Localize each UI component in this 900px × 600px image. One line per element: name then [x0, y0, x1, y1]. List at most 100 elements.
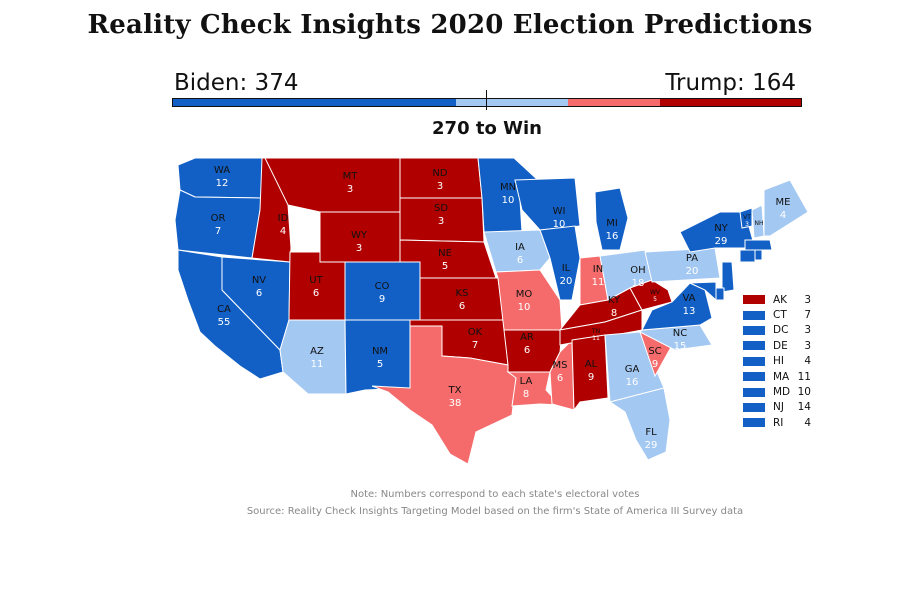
state-ut	[288, 251, 346, 321]
state-ev-nc: 15	[674, 341, 687, 352]
state-ev-wi: 10	[553, 219, 566, 230]
state-label-mt: MT	[343, 171, 359, 182]
state-ma	[744, 239, 773, 251]
state-ev-ks: 6	[459, 301, 465, 312]
legend-state-abbr: MD	[773, 386, 791, 399]
state-label-mi: MI	[606, 218, 618, 229]
state-ev-mn: 10	[502, 195, 515, 206]
state-vt	[739, 207, 753, 229]
state-ev-tx: 38	[449, 398, 462, 409]
note-text: Note: Numbers correspond to each state's…	[350, 489, 640, 500]
state-label-ca: CA	[217, 304, 231, 315]
legend-state-abbr: CT	[773, 309, 787, 322]
biden-total: Biden: 374	[174, 70, 299, 96]
state-ia	[483, 229, 551, 273]
state-va	[641, 282, 713, 331]
state-ev-al: 9	[588, 372, 594, 383]
legend-swatch	[743, 341, 765, 351]
state-label-mo: MO	[516, 289, 533, 300]
state-ev-nv: 6	[256, 288, 262, 299]
legend-row-dc: DC 3	[743, 323, 811, 338]
state-label-fl: FL	[645, 427, 657, 438]
legend-state-ev: 11	[797, 370, 811, 383]
state-il	[539, 225, 581, 301]
state-label-oh: OH	[630, 265, 645, 276]
state-ev-mt: 3	[347, 184, 353, 195]
legend-row-md: MD 10	[743, 384, 811, 399]
state-ev-ms: 6	[557, 373, 563, 384]
state-ev-vt: 3	[745, 221, 749, 228]
win-threshold-label: 270 to Win	[432, 118, 542, 139]
state-tn	[559, 309, 643, 346]
legend-state-abbr: DE	[773, 339, 788, 352]
legend-state-ev: 10	[797, 386, 811, 399]
state-nm	[344, 319, 411, 395]
state-label-az: AZ	[310, 346, 324, 357]
state-label-tn: TN	[591, 328, 600, 335]
state-mi	[594, 187, 629, 251]
state-ev-oh: 18	[632, 278, 645, 289]
state-label-ga: GA	[625, 364, 640, 375]
legend-swatch	[743, 356, 765, 366]
legend-state-abbr: DC	[773, 324, 789, 337]
state-ev-ok: 7	[472, 340, 478, 351]
state-label-nv: NV	[252, 275, 266, 286]
state-ev-in: 11	[592, 277, 605, 288]
state-ev-ar: 6	[524, 345, 530, 356]
state-ev-ia: 6	[517, 255, 523, 266]
legend-state-abbr: HI	[773, 355, 784, 368]
state-ev-tn: 11	[592, 335, 600, 342]
state-al	[571, 334, 609, 412]
legend-swatch	[743, 387, 765, 397]
state-ev-nd: 3	[437, 181, 443, 192]
legend-state-ev: 4	[804, 416, 811, 429]
state-label-ny: NY	[714, 223, 728, 234]
state-label-ms: MS	[553, 360, 568, 371]
state-ev-ky: 8	[611, 308, 617, 319]
state-ev-or: 7	[215, 226, 221, 237]
state-label-me: ME	[776, 197, 791, 208]
state-ev-va: 13	[683, 306, 696, 317]
state-label-wi: WI	[553, 206, 566, 217]
state-ev-co: 9	[379, 294, 385, 305]
state-ev-mo: 10	[518, 302, 531, 313]
state-label-or: OR	[211, 213, 226, 224]
bar-segment-safe-d	[173, 99, 457, 106]
state-label-pa: PA	[686, 253, 698, 264]
state-label-sd: SD	[434, 203, 448, 214]
legend-state-ev: 7	[804, 309, 811, 322]
state-ev-nm: 5	[377, 359, 383, 370]
legend-swatch	[743, 325, 765, 335]
legend-row-hi: HI 4	[743, 354, 811, 369]
state-la	[506, 371, 562, 407]
state-label-id: ID	[278, 213, 289, 224]
map-title: Reality Check Insights 2020 Election Pre…	[87, 10, 813, 40]
legend-state-ev: 3	[804, 339, 811, 352]
state-wv	[629, 279, 673, 311]
state-fl	[608, 387, 671, 461]
legend-swatch	[743, 418, 765, 428]
state-label-va: VA	[682, 293, 695, 304]
state-label-wy: WY	[351, 230, 368, 241]
state-label-ne: NE	[438, 248, 452, 259]
legend-swatch	[743, 372, 765, 382]
state-label-la: LA	[520, 376, 533, 387]
state-ev-wy: 3	[356, 243, 362, 254]
state-md	[689, 281, 717, 302]
state-label-nc: NC	[673, 328, 687, 339]
legend-row-ct: CT 7	[743, 307, 811, 322]
state-ev-me: 4	[780, 210, 786, 221]
legend-state-abbr: NJ	[773, 401, 784, 414]
state-label-wa: WA	[214, 165, 230, 176]
state-ev-wv: 5	[653, 296, 657, 303]
state-az	[279, 319, 347, 395]
source-text: Source: Reality Check Insights Targeting…	[246, 506, 744, 517]
state-label-il: IL	[562, 263, 571, 274]
state-ri	[754, 249, 763, 261]
state-label-tx: TX	[448, 385, 462, 396]
state-label-nd: ND	[432, 168, 447, 179]
legend-state-ev: 3	[804, 293, 811, 306]
legend-state-ev: 14	[797, 401, 811, 414]
state-ev-ne: 5	[442, 261, 448, 272]
